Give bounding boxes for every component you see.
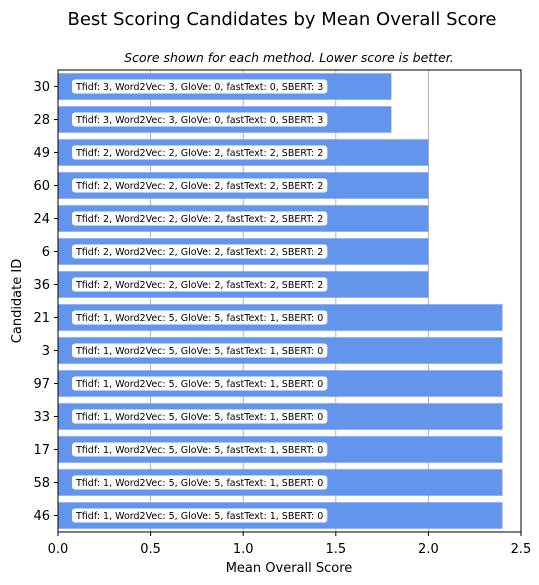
annotation-box	[72, 211, 328, 226]
x-axis-label: Mean Overall Score	[226, 561, 353, 576]
x-tick-label: 2.5	[511, 542, 532, 557]
annotation-box	[72, 79, 328, 94]
bar-annotation: Tfidf: 3, Word2Vec: 3, GloVe: 0, fastTex…	[72, 112, 328, 127]
annotation-box	[72, 409, 328, 424]
y-tick-label: 49	[33, 146, 50, 161]
annotation-text: Tfidf: 1, Word2Vec: 5, GloVe: 5, fastTex…	[75, 478, 323, 489]
annotation-text: Tfidf: 2, Word2Vec: 2, GloVe: 2, fastTex…	[75, 181, 323, 192]
bar-annotation: Tfidf: 2, Word2Vec: 2, GloVe: 2, fastTex…	[72, 244, 328, 259]
annotation-text: Tfidf: 2, Word2Vec: 2, GloVe: 2, fastTex…	[75, 280, 323, 291]
annotation-text: Tfidf: 1, Word2Vec: 5, GloVe: 5, fastTex…	[75, 379, 323, 390]
y-tick-label: 6	[42, 245, 50, 260]
y-tick-label: 97	[33, 377, 50, 392]
chart-subtitle: Score shown for each method. Lower score…	[124, 50, 453, 65]
bar-annotation: Tfidf: 1, Word2Vec: 5, GloVe: 5, fastTex…	[72, 409, 328, 424]
plot-frame	[57, 69, 522, 533]
y-tick-label: 58	[33, 476, 50, 491]
annotation-text: Tfidf: 3, Word2Vec: 3, GloVe: 0, fastTex…	[75, 82, 323, 93]
annotation-box	[72, 178, 328, 193]
y-tick-label: 21	[33, 311, 50, 326]
bar-annotation: Tfidf: 1, Word2Vec: 5, GloVe: 5, fastTex…	[72, 475, 328, 490]
y-tick-label: 28	[33, 113, 50, 128]
annotation-text: Tfidf: 1, Word2Vec: 5, GloVe: 5, fastTex…	[75, 412, 323, 423]
bar-annotations: Tfidf: 3, Word2Vec: 3, GloVe: 0, fastTex…	[72, 79, 328, 523]
annotation-box	[72, 475, 328, 490]
y-tick-label: 3	[42, 344, 50, 359]
annotation-box	[72, 112, 328, 127]
bar-annotation: Tfidf: 2, Word2Vec: 2, GloVe: 2, fastTex…	[72, 277, 328, 292]
bar-annotation: Tfidf: 1, Word2Vec: 5, GloVe: 5, fastTex…	[72, 442, 328, 457]
y-tick-label: 33	[33, 410, 50, 425]
annotation-text: Tfidf: 1, Word2Vec: 5, GloVe: 5, fastTex…	[75, 445, 323, 456]
x-tick-label: 1.0	[233, 542, 254, 557]
annotation-box	[72, 145, 328, 160]
y-tick-label: 17	[33, 443, 50, 458]
annotation-box	[72, 508, 328, 523]
bar-annotation: Tfidf: 2, Word2Vec: 2, GloVe: 2, fastTex…	[72, 145, 328, 160]
annotation-text: Tfidf: 1, Word2Vec: 5, GloVe: 5, fastTex…	[75, 313, 323, 324]
annotation-text: Tfidf: 1, Word2Vec: 5, GloVe: 5, fastTex…	[75, 346, 323, 357]
chart-title: Best Scoring Candidates by Mean Overall …	[67, 9, 496, 30]
annotation-text: Tfidf: 2, Word2Vec: 2, GloVe: 2, fastTex…	[75, 247, 323, 258]
x-tick-label: 1.5	[325, 542, 346, 557]
y-tick-label: 36	[33, 278, 50, 293]
y-axis-label: Candidate ID	[10, 259, 25, 343]
annotation-box	[72, 244, 328, 259]
annotation-box	[72, 442, 328, 457]
annotation-text: Tfidf: 2, Word2Vec: 2, GloVe: 2, fastTex…	[75, 214, 323, 225]
y-tick-label: 24	[33, 212, 50, 227]
annotation-box	[72, 376, 328, 391]
bar-annotation: Tfidf: 1, Word2Vec: 5, GloVe: 5, fastTex…	[72, 376, 328, 391]
x-tick-label: 0.5	[140, 542, 161, 557]
y-tick-label: 30	[33, 80, 50, 95]
bars	[58, 73, 503, 529]
annotation-text: Tfidf: 1, Word2Vec: 5, GloVe: 5, fastTex…	[75, 511, 323, 522]
bar-annotation: Tfidf: 2, Word2Vec: 2, GloVe: 2, fastTex…	[72, 178, 328, 193]
axes: 30 28 49 60 24 6 36 21 3 97 33 17 58 46 0.0 0.5 1.0 1.5 2.…	[33, 69, 532, 557]
x-tick-label: 0.0	[48, 542, 69, 557]
y-tick-label: 60	[33, 179, 50, 194]
bar-annotation: Tfidf: 1, Word2Vec: 5, GloVe: 5, fastTex…	[72, 310, 328, 325]
bar-annotation: Tfidf: 3, Word2Vec: 3, GloVe: 0, fastTex…	[72, 79, 328, 94]
x-tick-label: 2.0	[418, 542, 439, 557]
annotation-text: Tfidf: 3, Word2Vec: 3, GloVe: 0, fastTex…	[75, 115, 323, 126]
annotation-box	[72, 277, 328, 292]
bar-annotation: Tfidf: 1, Word2Vec: 5, GloVe: 5, fastTex…	[72, 508, 328, 523]
annotation-text: Tfidf: 2, Word2Vec: 2, GloVe: 2, fastTex…	[75, 148, 323, 159]
annotation-box	[72, 343, 328, 358]
bar-annotation: Tfidf: 1, Word2Vec: 5, GloVe: 5, fastTex…	[72, 343, 328, 358]
bar-annotation: Tfidf: 2, Word2Vec: 2, GloVe: 2, fastTex…	[72, 211, 328, 226]
annotation-box	[72, 310, 328, 325]
y-tick-label: 46	[33, 509, 50, 524]
